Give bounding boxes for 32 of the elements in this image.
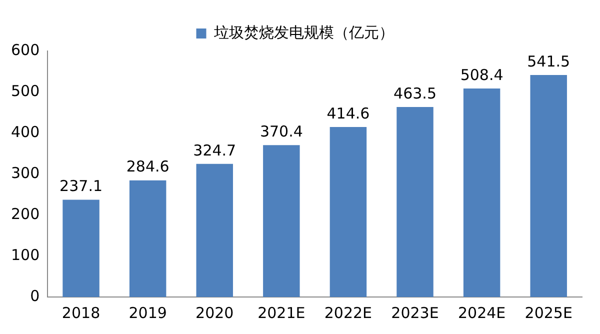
x-tick-label: 2025E (524, 304, 572, 322)
y-tick-label: 0 (30, 286, 40, 305)
data-label: 508.4 (460, 66, 504, 84)
x-tick-label: 2021E (258, 304, 306, 322)
data-label: 370.4 (260, 122, 303, 141)
y-tick-label: 100 (10, 246, 40, 264)
bar (330, 127, 367, 297)
bar (396, 106, 434, 297)
data-label: 237.1 (60, 177, 103, 196)
bar (263, 145, 300, 297)
x-tick-label: 2024E (458, 304, 506, 322)
bar (530, 74, 567, 297)
x-tick-label: 2022E (324, 304, 372, 322)
y-tick-label: 200 (10, 204, 40, 223)
data-label: 541.5 (527, 52, 570, 70)
legend-label: 垃圾焚烧发电规模（亿元） (212, 23, 394, 42)
y-tick-label: 600 (10, 40, 40, 59)
x-tick-label: 2019 (128, 304, 167, 322)
y-tick-label: 300 (10, 164, 40, 182)
bar (129, 180, 166, 297)
x-tick-label: 2023E (391, 304, 439, 322)
data-label: 284.6 (126, 158, 170, 176)
x-tick-label: 2018 (62, 304, 100, 322)
bar (62, 200, 100, 297)
y-tick-label: 400 (10, 122, 40, 141)
data-label: 463.5 (394, 84, 436, 102)
bar (196, 164, 233, 297)
y-tick-label: 500 (10, 82, 40, 100)
bar (463, 88, 500, 297)
x-tick-label: 2020 (196, 304, 234, 322)
data-label: 324.7 (193, 141, 236, 160)
data-label: 414.6 (326, 104, 370, 122)
